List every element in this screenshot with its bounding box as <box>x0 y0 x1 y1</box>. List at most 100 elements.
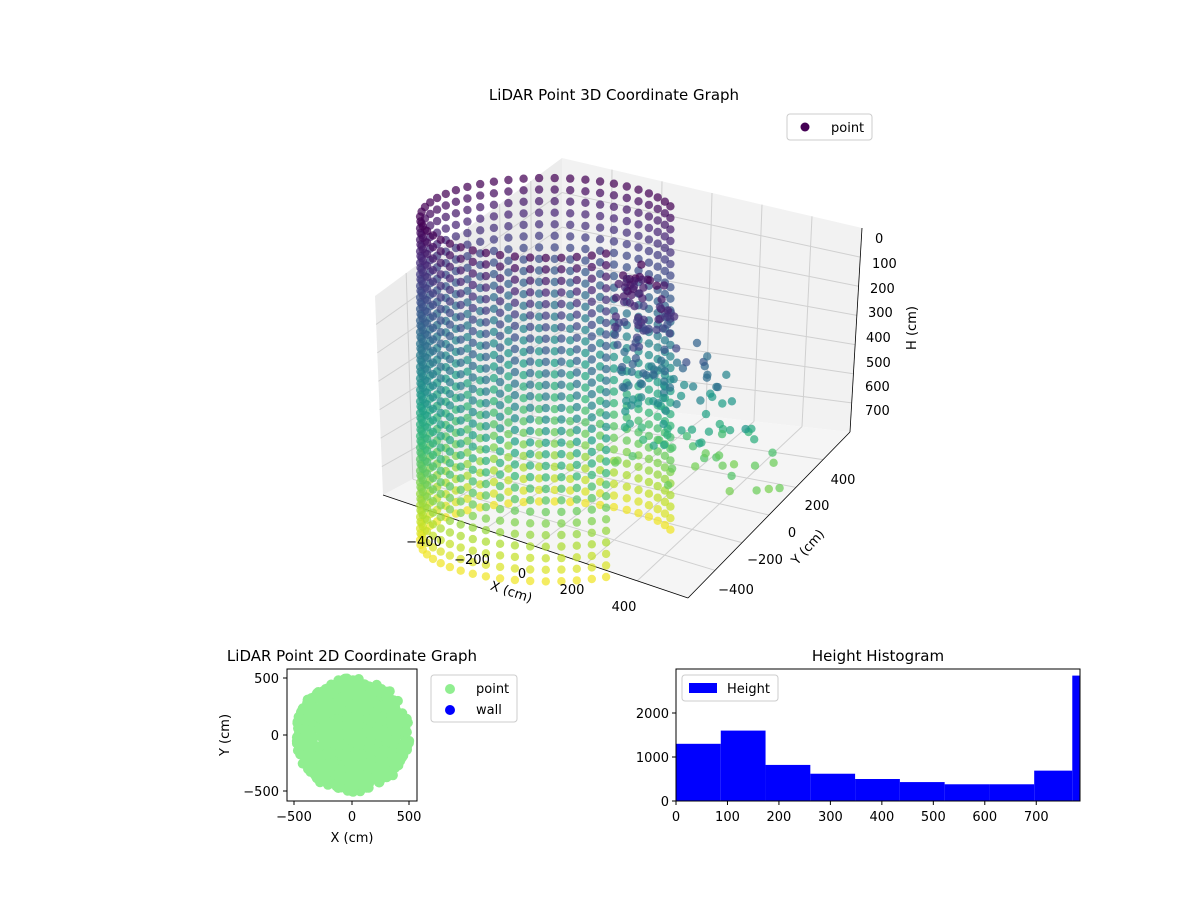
point-3d <box>653 505 662 514</box>
point-2d <box>299 758 310 769</box>
point-3d <box>660 255 670 264</box>
point-3d <box>541 519 550 528</box>
point-3d <box>489 408 499 417</box>
point-3d <box>463 252 472 261</box>
x-tick-hist: 0 <box>672 810 680 825</box>
point-3d <box>581 406 590 415</box>
point-3d <box>519 347 528 357</box>
point-3d <box>504 279 513 289</box>
point-3d <box>526 357 535 366</box>
point-3d <box>489 223 499 233</box>
point-3d <box>456 358 465 367</box>
point-3d <box>456 427 465 437</box>
point-2d <box>395 711 406 722</box>
point-3d <box>519 382 528 391</box>
point-3d <box>688 382 698 391</box>
point-3d <box>495 250 505 260</box>
point-3d <box>495 481 505 491</box>
point-3d <box>445 528 455 537</box>
point-3d <box>601 492 611 501</box>
point-2d <box>346 685 357 696</box>
point-3d <box>422 446 432 455</box>
point-3d <box>609 479 619 489</box>
point-3d <box>601 503 611 512</box>
point-3d <box>541 507 550 517</box>
point-3d <box>653 343 662 352</box>
point-3d <box>519 428 528 437</box>
point-2d <box>313 742 324 752</box>
point-3d <box>601 341 611 351</box>
point-3d <box>550 254 559 264</box>
point-3d <box>481 549 491 558</box>
point-3d <box>534 370 544 379</box>
histogram-tick-marks <box>672 712 1037 805</box>
point-3d <box>587 505 596 514</box>
point-3d <box>601 434 611 443</box>
point-3d <box>476 214 485 223</box>
point-3d <box>428 404 438 413</box>
point-3d <box>481 387 491 396</box>
point-3d <box>510 564 520 573</box>
z-tick-3d: 400 <box>866 331 891 346</box>
point-3d <box>456 566 465 575</box>
point-3d <box>557 322 566 332</box>
point-3d <box>422 249 432 259</box>
point-3d <box>456 416 465 425</box>
point-3d <box>769 458 778 467</box>
point-3d <box>432 193 442 203</box>
point-2d <box>327 680 338 691</box>
point-3d <box>468 569 477 578</box>
point-3d <box>644 477 654 487</box>
point-2d <box>326 688 337 698</box>
point-3d <box>581 383 590 392</box>
point-3d <box>644 212 654 221</box>
point-3d <box>557 449 566 459</box>
point-3d <box>519 405 528 414</box>
point-3d <box>534 462 544 471</box>
point-2d <box>298 737 309 748</box>
point-3d <box>622 251 631 260</box>
point-3d <box>526 368 535 378</box>
point-3d <box>622 390 631 399</box>
point-3d <box>519 451 528 461</box>
point-3d <box>534 266 544 275</box>
point-3d <box>504 337 513 346</box>
point-3d <box>436 316 445 325</box>
point-3d <box>572 460 581 470</box>
point-3d <box>445 401 455 410</box>
point-3d <box>456 520 465 529</box>
point-3d <box>541 357 550 367</box>
point-3d <box>727 471 736 481</box>
y-tick-3d: 200 <box>805 499 830 514</box>
point-3d <box>557 542 566 551</box>
point-3d <box>504 418 513 427</box>
point-3d <box>541 323 550 332</box>
point-3d <box>534 474 544 483</box>
point-3d <box>581 487 590 496</box>
point-3d <box>495 574 505 583</box>
point-3d <box>489 477 499 487</box>
point-3d <box>428 266 438 275</box>
point-3d <box>654 315 663 324</box>
point-3d <box>519 243 528 253</box>
point-3d <box>622 309 631 318</box>
point-3d <box>581 348 590 358</box>
y-tick-hist: 2000 <box>636 707 669 722</box>
histogram-bar <box>989 784 1035 801</box>
point-3d <box>550 347 559 356</box>
point-3d <box>611 312 620 321</box>
point-3d <box>581 291 590 300</box>
point-3d <box>489 362 499 371</box>
point-3d <box>436 374 445 383</box>
point-3d <box>572 275 581 285</box>
point-2d <box>337 697 348 707</box>
point-3d <box>504 175 513 185</box>
point-3d <box>634 474 643 483</box>
x-tick-hist: 400 <box>869 810 894 825</box>
point-3d <box>609 248 619 258</box>
point-3d <box>476 191 485 200</box>
point-3d <box>550 197 559 206</box>
point-3d <box>463 275 472 284</box>
point-3d <box>622 505 631 515</box>
point-3d <box>634 342 644 351</box>
